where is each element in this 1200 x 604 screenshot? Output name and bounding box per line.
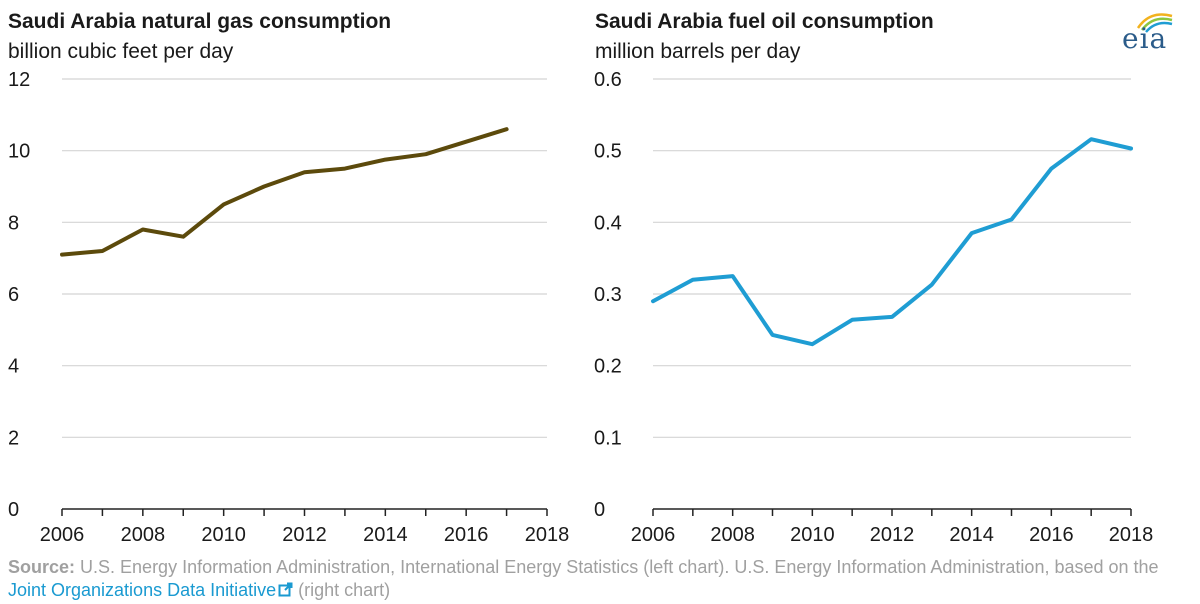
left-chart-x-tick-label: 2008: [121, 524, 166, 546]
right-chart-y-tick-label: 0.6: [594, 69, 622, 91]
right-chart-x-tick-label: 2012: [870, 524, 915, 546]
right-chart-y-tick-label: 0: [594, 499, 605, 521]
right-chart-title: Saudi Arabia fuel oil consumption: [595, 10, 934, 33]
left-chart-title: Saudi Arabia natural gas consumption: [8, 10, 392, 33]
right-chart-subtitle: million barrels per day: [595, 40, 801, 63]
eia-logo-icon: [1136, 13, 1173, 33]
source-text-before: U.S. Energy Information Administration, …: [75, 557, 1159, 577]
source-label: Source:: [8, 557, 76, 577]
right-chart-x-tick-label: 2006: [631, 524, 676, 546]
right-chart-y-tick-label: 0.2: [594, 356, 622, 378]
right-chart-y-tick-label: 0.1: [594, 427, 622, 449]
left-chart-y-tick-label: 12: [8, 69, 30, 91]
right-chart-x-tick-label: 2018: [1109, 524, 1154, 546]
left-chart-y-tick-label: 0: [8, 499, 19, 521]
left-chart-x-tick-label: 2016: [444, 524, 489, 546]
left-chart-y-tick-label: 2: [8, 427, 19, 449]
left-chart-subtitle: billion cubic feet per day: [8, 40, 234, 63]
left-chart-y-tick-label: 6: [8, 284, 19, 306]
left-chart-x-tick-label: 2012: [282, 524, 327, 546]
left-chart-x-tick-label: 2006: [40, 524, 85, 546]
right-chart-y-tick-label: 0.4: [594, 212, 622, 234]
left-chart-y-tick-label: 8: [8, 212, 19, 234]
eia-logo-text: eia: [1122, 22, 1168, 55]
source-link[interactable]: Joint Organizations Data Initiative: [8, 580, 277, 600]
right-chart-x-tick-label: 2016: [1029, 524, 1074, 546]
right-chart-series-line: [651, 137, 1133, 347]
right-chart: 0 0.1 0.2 0.3 0.4 0.5 0.6 2006 2008 2010 2012 2014 2…: [594, 69, 1154, 546]
right-chart-x-tick-label: 2014: [949, 524, 994, 546]
left-chart-x-tick-label: 2018: [525, 524, 570, 546]
left-chart-x-tick-label: 2010: [201, 524, 246, 546]
left-chart-series-line: [60, 127, 509, 257]
external-link-icon[interactable]: [278, 582, 293, 597]
right-chart-x-tick-label: 2010: [790, 524, 835, 546]
left-chart-x-tick-label: 2014: [363, 524, 408, 546]
left-chart-y-tick-label: 10: [8, 141, 30, 163]
right-chart-y-tick-label: 0.5: [594, 141, 622, 163]
source-note: Source: U.S. Energy Information Administ…: [8, 556, 1188, 602]
left-chart-y-tick-label: 4: [8, 356, 19, 378]
right-chart-x-tick-label: 2008: [710, 524, 755, 546]
right-chart-y-tick-label: 0.3: [594, 284, 622, 306]
left-chart: 0 2 4 6 8 10 12 2006 2008 2010 2012 2014 2016 2018: [8, 69, 570, 546]
source-text-after: (right chart): [293, 580, 391, 600]
